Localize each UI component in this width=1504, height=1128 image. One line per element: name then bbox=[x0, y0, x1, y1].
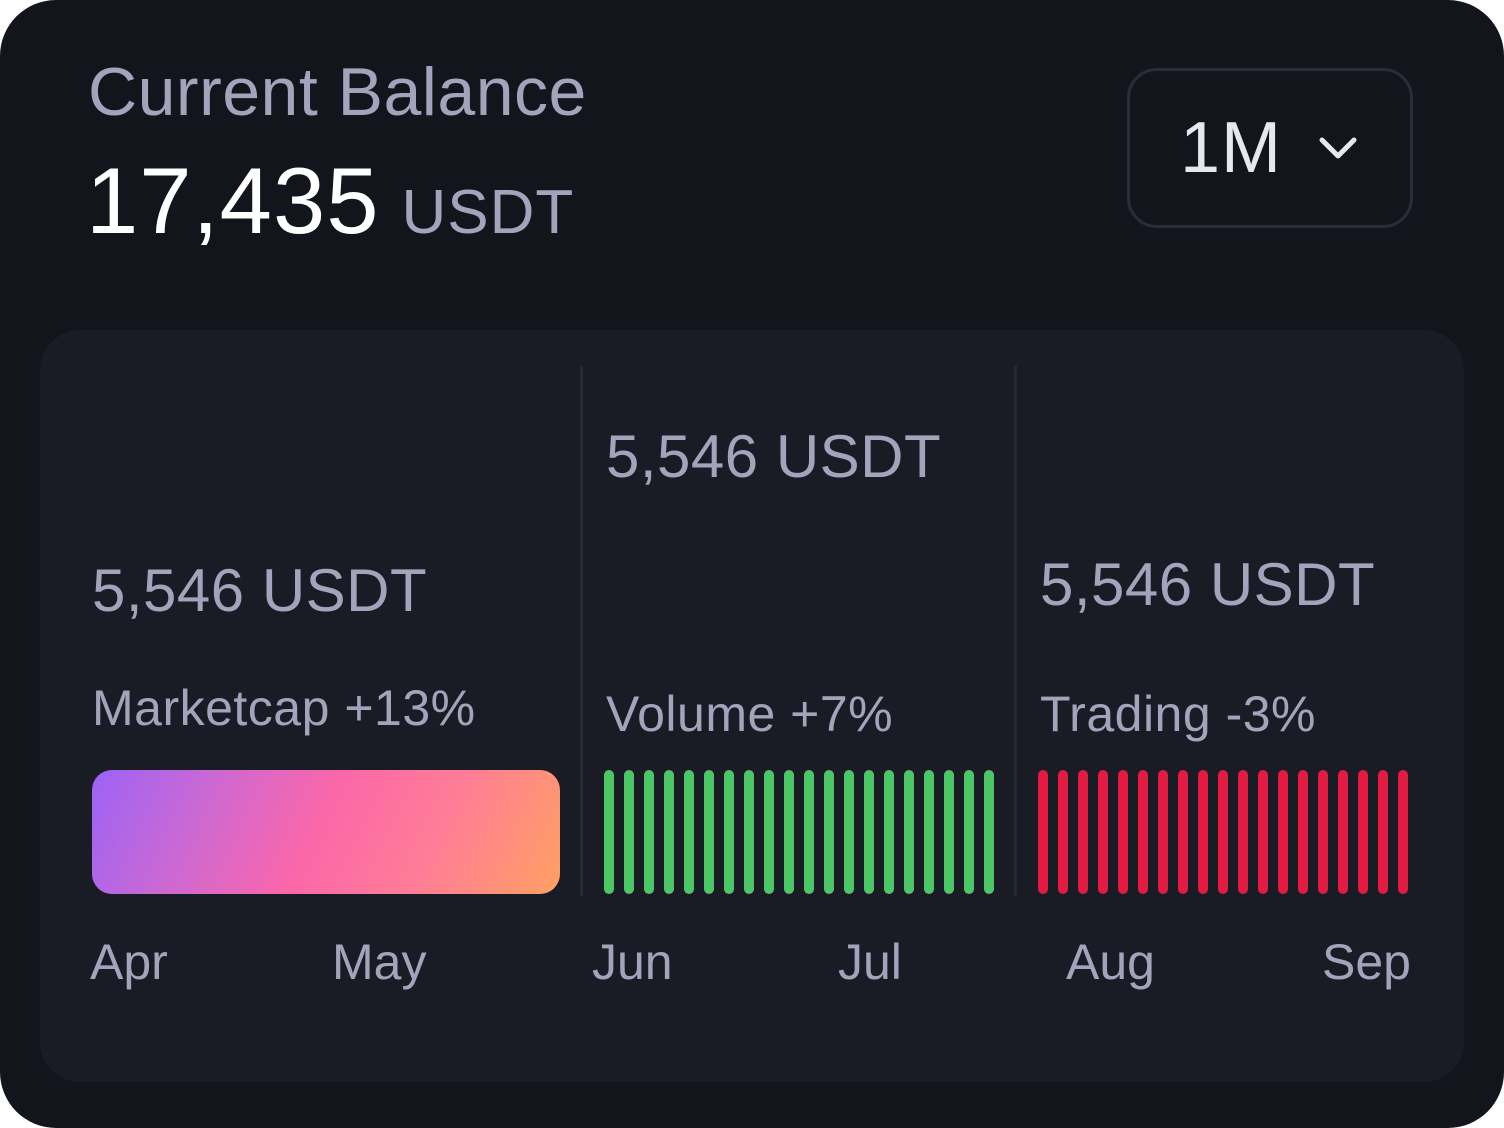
marketcap-value: 5,546 USDT bbox=[92, 557, 428, 624]
volume-stripe bbox=[844, 770, 854, 894]
trading-stripe bbox=[1218, 770, 1228, 894]
month-label-may: May bbox=[332, 934, 427, 990]
volume-stripe bbox=[644, 770, 654, 894]
period-value: 1M bbox=[1179, 108, 1283, 188]
volume-label: Volume +7% bbox=[606, 686, 894, 742]
month-label-aug: Aug bbox=[1066, 934, 1155, 990]
volume-stripe bbox=[604, 770, 614, 894]
volume-stripe bbox=[784, 770, 794, 894]
trading-stripe bbox=[1298, 770, 1308, 894]
trading-stripe bbox=[1158, 770, 1168, 894]
trading-stripe bbox=[1118, 770, 1128, 894]
period-dropdown[interactable]: 1M bbox=[1127, 68, 1413, 228]
trading-stripe bbox=[1098, 770, 1108, 894]
trading-stripe bbox=[1198, 770, 1208, 894]
volume-stripe bbox=[864, 770, 874, 894]
trading-stripe bbox=[1318, 770, 1328, 894]
volume-stripe bbox=[804, 770, 814, 894]
trading-stripe bbox=[1178, 770, 1188, 894]
trading-stripe bbox=[1138, 770, 1148, 894]
balance-unit: USDT bbox=[401, 178, 575, 247]
volume-stripe bbox=[624, 770, 634, 894]
stats-panel: 5,546 USDT Marketcap +13% Apr May 5,546 … bbox=[40, 330, 1464, 1082]
marketcap-bar bbox=[92, 770, 560, 894]
trading-stripe bbox=[1338, 770, 1348, 894]
volume-stripe bbox=[824, 770, 834, 894]
trading-stripe bbox=[1038, 770, 1048, 894]
trading-value: 5,546 USDT bbox=[1040, 551, 1376, 618]
trading-stripe bbox=[1358, 770, 1368, 894]
volume-stripe bbox=[704, 770, 714, 894]
volume-stripe bbox=[924, 770, 934, 894]
volume-stripe bbox=[964, 770, 974, 894]
month-label-apr: Apr bbox=[90, 934, 168, 990]
volume-stripe bbox=[944, 770, 954, 894]
trading-bar bbox=[1038, 770, 1408, 894]
balance-amount: 17,435 bbox=[86, 148, 380, 253]
volume-stripe bbox=[764, 770, 774, 894]
column-divider bbox=[1014, 366, 1017, 896]
trading-stripes-svg bbox=[1038, 770, 1408, 894]
volume-stripe bbox=[984, 770, 994, 894]
volume-value: 5,546 USDT bbox=[606, 423, 942, 490]
chevron-down-icon bbox=[1319, 137, 1357, 159]
trading-stripe bbox=[1378, 770, 1388, 894]
month-label-sep: Sep bbox=[1322, 934, 1411, 990]
volume-stripe bbox=[684, 770, 694, 894]
month-label-jun: Jun bbox=[592, 934, 673, 990]
trading-stripe bbox=[1238, 770, 1248, 894]
trading-label: Trading -3% bbox=[1040, 686, 1316, 742]
trading-stripe bbox=[1278, 770, 1288, 894]
column-divider bbox=[580, 366, 583, 896]
volume-stripes-svg bbox=[604, 770, 994, 894]
volume-stripe bbox=[664, 770, 674, 894]
trading-stripe bbox=[1258, 770, 1268, 894]
balance-display: 17,435 USDT bbox=[86, 146, 574, 256]
trading-stripe bbox=[1078, 770, 1088, 894]
trading-stripe bbox=[1058, 770, 1068, 894]
month-label-jul: Jul bbox=[838, 934, 902, 990]
trading-stripe bbox=[1398, 770, 1408, 894]
card-title: Current Balance bbox=[88, 54, 587, 130]
volume-bar bbox=[604, 770, 994, 894]
volume-stripe bbox=[744, 770, 754, 894]
marketcap-label: Marketcap +13% bbox=[92, 680, 476, 736]
volume-stripe bbox=[724, 770, 734, 894]
volume-stripe bbox=[884, 770, 894, 894]
volume-stripe bbox=[904, 770, 914, 894]
